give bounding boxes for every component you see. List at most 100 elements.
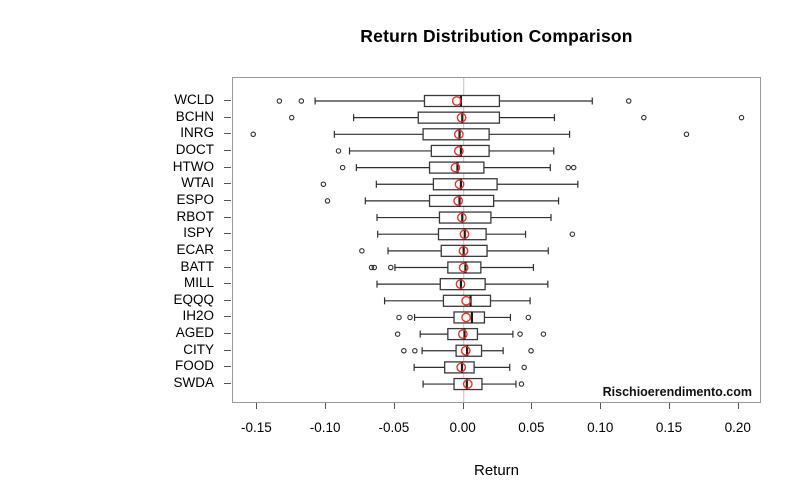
y-tick-mark — [224, 366, 231, 367]
x-tick-mark — [600, 403, 601, 409]
outlier-point — [324, 198, 331, 204]
outlier-point — [683, 131, 690, 138]
mean-marker — [459, 229, 470, 240]
mean-marker — [458, 262, 469, 273]
boxplot-row-BCHN — [288, 111, 745, 124]
outlier-point — [625, 98, 632, 104]
y-tick-label-FOOD: FOOD — [175, 358, 214, 374]
boxplot-row-RBOT — [376, 211, 552, 224]
y-tick-label-AGED: AGED — [175, 325, 214, 341]
mean-marker — [453, 129, 464, 140]
boxplot-row-SWDA — [422, 377, 525, 391]
mean-marker — [461, 312, 472, 323]
x-tick-label--0.10: -0.10 — [309, 420, 341, 435]
watermark: Rischioerendimento.com — [602, 385, 752, 399]
outlier-point — [521, 364, 527, 371]
y-tick-label-SWDA: SWDA — [173, 375, 215, 391]
iqr-box — [438, 211, 492, 224]
y-tick-mark — [224, 333, 231, 334]
mean-marker — [456, 362, 467, 373]
boxplot-row-ECAR — [359, 244, 549, 258]
boxplot-row-BATT — [368, 261, 534, 274]
iqr-box — [442, 294, 492, 307]
x-tick-mark — [325, 403, 326, 409]
y-tick-mark — [224, 316, 231, 317]
outlier-point — [540, 331, 547, 337]
boxplot-row-WCLD — [276, 94, 632, 108]
x-tick-label-0.10: 0.10 — [587, 420, 614, 435]
x-tick-mark — [463, 403, 464, 409]
boxplot-row-MILL — [376, 277, 549, 291]
boxplot-row-FOOD — [413, 361, 527, 374]
y-tick-mark — [224, 200, 231, 201]
outlier-point — [276, 98, 283, 104]
outlier-point — [412, 347, 418, 354]
boxplot-row-ISPY — [377, 228, 576, 241]
iqr-box — [453, 311, 486, 324]
mean-marker — [453, 146, 464, 156]
outlier-point — [288, 114, 295, 121]
plot-area: Rischioerendimento.com — [232, 77, 761, 403]
boxplot-row-WTAI — [320, 178, 579, 191]
y-tick-mark — [224, 167, 231, 168]
y-tick-label-WCLD: WCLD — [174, 92, 214, 107]
iqr-box — [422, 128, 490, 141]
outlier-point — [738, 114, 745, 121]
iqr-box — [432, 178, 498, 191]
boxplot-svg — [250, 78, 745, 402]
outlier-point — [298, 98, 305, 104]
outlier-point — [320, 181, 327, 188]
y-tick-label-BCHN: BCHN — [175, 108, 214, 124]
boxplot-row-IH2O — [396, 311, 532, 324]
outlier-point — [641, 114, 647, 121]
x-tick-mark — [394, 403, 395, 409]
iqr-box — [447, 261, 482, 274]
x-tick-label--0.05: -0.05 — [378, 420, 410, 435]
outlier-point — [396, 314, 402, 321]
x-tick-label-0.05: 0.05 — [518, 420, 545, 435]
outlier-point — [335, 148, 342, 154]
y-tick-label-EQQQ: EQQQ — [173, 291, 214, 307]
outlier-point — [368, 264, 375, 271]
y-tick-mark — [224, 117, 231, 118]
y-tick-label-MILL: MILL — [183, 275, 214, 291]
boxplot-row-CITY — [401, 344, 534, 357]
boxplot-row-INRG — [250, 128, 690, 141]
y-tick-mark — [224, 100, 231, 101]
iqr-box — [417, 111, 501, 124]
y-tick-mark — [224, 183, 231, 184]
y-tick-mark — [224, 133, 231, 134]
outlier-point — [565, 164, 571, 171]
outlier-point — [518, 381, 525, 387]
x-tick-label-0.00: 0.00 — [449, 420, 476, 435]
outlier-point — [388, 264, 394, 271]
iqr-box — [437, 228, 487, 241]
mean-marker — [461, 295, 472, 306]
outlier-point — [401, 347, 407, 354]
y-tick-label-IH2O: IH2O — [182, 308, 214, 324]
boxplot-row-EQQQ — [383, 294, 531, 307]
chart-title: Return Distribution Comparison — [360, 26, 633, 46]
iqr-box — [444, 361, 475, 374]
mean-marker — [453, 196, 464, 206]
iqr-box — [428, 194, 495, 208]
y-tick-label-HTWO: HTWO — [172, 158, 214, 174]
outlier-point — [359, 248, 365, 254]
outlier-point — [525, 314, 532, 321]
y-tick-mark — [224, 283, 231, 284]
boxplot-row-DOCT — [335, 144, 555, 158]
x-tick-mark — [738, 403, 739, 409]
outlier-point — [371, 264, 378, 271]
x-tick-mark — [669, 403, 670, 409]
y-tick-label-ISPY: ISPY — [183, 225, 214, 241]
mean-marker — [462, 379, 473, 389]
boxplot-row-ESPO — [324, 194, 560, 208]
x-tick-label-0.20: 0.20 — [724, 420, 751, 435]
iqr-box — [447, 327, 479, 341]
y-tick-label-BATT: BATT — [180, 258, 215, 274]
outlier-point — [528, 347, 534, 354]
mean-marker — [450, 162, 461, 173]
mean-marker — [455, 279, 466, 290]
outlier-point — [517, 331, 523, 337]
y-tick-mark — [224, 300, 231, 301]
